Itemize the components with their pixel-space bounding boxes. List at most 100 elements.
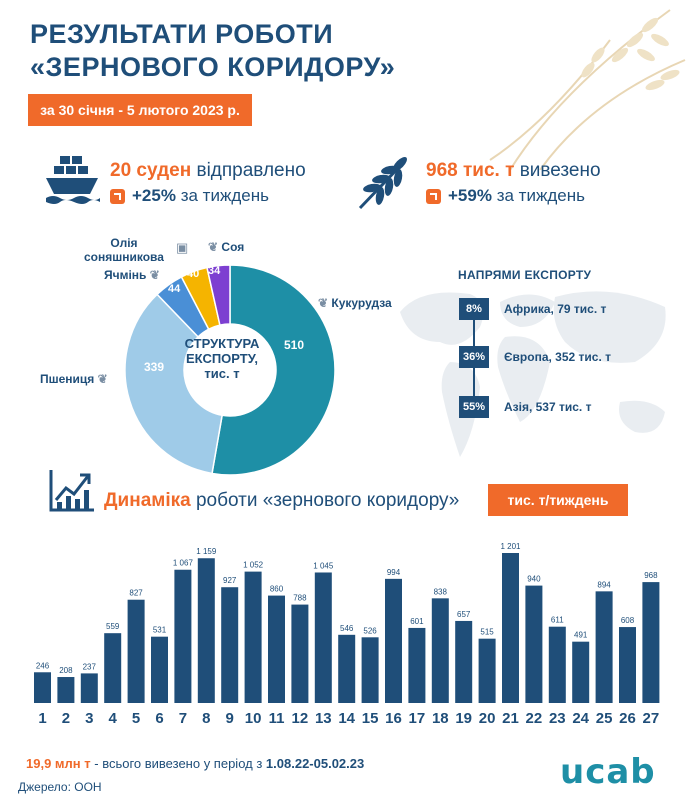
dynamics-title: Динаміка роботи «зернового коридору»: [104, 490, 459, 512]
arrow-up-icon: [110, 188, 125, 204]
week-tick-label: 25: [596, 710, 613, 727]
bar-value-label: 526: [363, 626, 377, 635]
ships-change-value: +25%: [132, 186, 176, 205]
slice-value-sunflower: 40: [187, 268, 200, 280]
export-label-asia: Азія, 537 тис. т: [504, 400, 592, 414]
page-title: РЕЗУЛЬТАТИ РОБОТИ «ЗЕРНОВОГО КОРИДОРУ»: [30, 18, 395, 84]
ships-value: 20 суден: [110, 160, 192, 181]
week-tick-label: 19: [455, 710, 472, 727]
donut-hole: [184, 324, 276, 416]
bar-week-15: [361, 637, 379, 703]
unit-badge: тис. т/тиждень: [488, 484, 628, 516]
bar-week-13: [314, 572, 332, 703]
bar-week-16: [385, 578, 402, 703]
bar-value-label: 491: [574, 631, 588, 640]
slice-value-corn: 510: [284, 338, 305, 352]
bar-value-label: 968: [644, 571, 658, 580]
total-period: 1.08.22-05.02.23: [265, 756, 365, 771]
bar-week-10: [244, 571, 262, 703]
donut-center-label: СТРУКТУРА ЕКСПОРТУ, тис. т: [172, 336, 272, 381]
week-tick-label: 17: [409, 710, 426, 727]
ships-stat: 20 суден відправлено: [110, 160, 306, 182]
bar-value-label: 657: [457, 610, 471, 619]
week-tick-label: 24: [572, 710, 589, 727]
week-tick-label: 18: [432, 710, 449, 727]
week-tick-label: 11: [269, 710, 285, 727]
bar-value-label: 894: [597, 580, 611, 589]
ship-icon: [46, 156, 100, 204]
tonnage-value: 968 тис. т: [426, 160, 515, 181]
bar-week-26: [619, 627, 636, 703]
week-tick-label: 16: [385, 710, 402, 727]
label-barley: Ячмінь ❦: [104, 268, 160, 282]
leaf-icon: ❦: [208, 240, 219, 254]
export-label-africa: Африка, 79 тис. т: [504, 302, 607, 316]
slice-value-barley: 44: [168, 283, 181, 295]
leaf-icon: ❦: [149, 268, 160, 282]
bar-week-20: [478, 638, 496, 703]
label-corn-text: Кукурудза: [331, 296, 392, 310]
total-value: 19,9 млн т: [26, 756, 91, 771]
week-tick-label: 13: [315, 710, 332, 727]
week-tick-label: 26: [619, 710, 636, 727]
bar-week-23: [548, 626, 566, 703]
week-tick-label: 4: [109, 710, 118, 727]
ships-change: +25% за тиждень: [110, 186, 269, 206]
week-tick-label: 9: [226, 710, 234, 727]
date-range-badge: за 30 січня - 5 лютого 2023 р.: [28, 94, 252, 126]
week-tick-label: 20: [479, 710, 496, 727]
bar-value-label: 940: [527, 575, 541, 584]
bar-value-label: 608: [621, 616, 635, 625]
week-tick-label: 21: [502, 710, 519, 727]
week-tick-label: 8: [202, 710, 210, 727]
bar-value-label: 515: [480, 628, 494, 637]
bar-value-label: 994: [387, 568, 401, 577]
export-structure-donut: [124, 264, 336, 476]
label-sunflower-line-2: соняшникова: [84, 250, 164, 264]
bar-value-label: 1 045: [313, 561, 334, 570]
tonnage-text: вивезено: [519, 160, 601, 181]
dynamics-title-rest: роботи «зернового коридору»: [195, 490, 460, 511]
bar-week-1: [34, 672, 51, 703]
week-tick-label: 3: [85, 710, 93, 727]
bar-week-8: [197, 558, 215, 703]
label-sunflower-line-1: Олія: [110, 236, 138, 250]
slice-value-soy: 34: [208, 265, 221, 277]
export-label-europe: Європа, 352 тис. т: [504, 350, 611, 364]
export-pct-asia: 55%: [459, 396, 489, 418]
export-pct-europe: 36%: [459, 346, 489, 368]
bar-week-17: [408, 627, 426, 703]
week-tick-label: 15: [362, 710, 379, 727]
bar-week-6: [151, 636, 168, 703]
week-tick-label: 5: [132, 710, 140, 727]
export-directions-title: НАПРЯМИ ЕКСПОРТУ: [458, 268, 592, 282]
bar-week-5: [127, 599, 145, 703]
donut-center-line-1: СТРУКТУРА: [184, 336, 260, 351]
week-tick-label: 6: [155, 710, 163, 727]
bar-value-label: 531: [153, 626, 167, 635]
dynamics-title-bold: Динаміка: [104, 490, 191, 511]
bar-week-9: [221, 587, 239, 703]
ucab-logo: ucab: [560, 752, 656, 792]
week-tick-label: 1: [38, 710, 46, 727]
label-barley-text: Ячмінь: [104, 268, 147, 282]
bar-value-label: 1 052: [243, 561, 264, 570]
label-wheat: Пшениця ❦: [40, 372, 108, 386]
tonnage-change: +59% за тиждень: [426, 186, 585, 206]
leaf-icon: ❦: [318, 296, 329, 310]
week-tick-label: 12: [292, 710, 309, 727]
title-line-1: РЕЗУЛЬТАТИ РОБОТИ: [30, 19, 334, 49]
tonnage-change-text: за тиждень: [496, 186, 585, 205]
bar-week-7: [174, 569, 192, 703]
bar-week-12: [291, 604, 309, 703]
label-soy: ❦ Соя: [208, 240, 244, 254]
bar-week-18: [431, 598, 449, 703]
bar-value-label: 1 201: [500, 542, 521, 551]
label-soy-text: Соя: [221, 240, 245, 254]
bar-value-label: 788: [293, 594, 307, 603]
growth-chart-icon: [49, 470, 94, 512]
wheat-decoration: [489, 9, 686, 170]
bar-value-label: 827: [129, 589, 143, 598]
bar-value-label: 559: [106, 622, 120, 631]
bar-week-19: [455, 620, 473, 703]
